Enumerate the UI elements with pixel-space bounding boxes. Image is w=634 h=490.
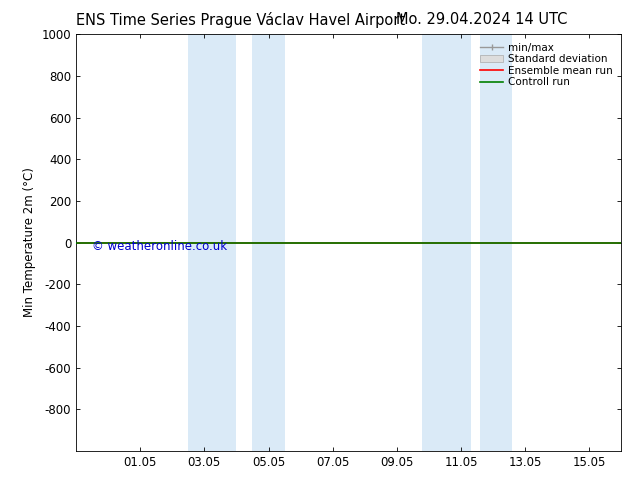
Legend: min/max, Standard deviation, Ensemble mean run, Controll run: min/max, Standard deviation, Ensemble me… <box>477 40 616 91</box>
Bar <box>252 34 285 451</box>
Y-axis label: Min Temperature 2m (°C): Min Temperature 2m (°C) <box>23 168 36 318</box>
Bar <box>188 34 236 451</box>
Bar <box>422 34 470 451</box>
Text: © weatheronline.co.uk: © weatheronline.co.uk <box>93 241 228 253</box>
Text: Mo. 29.04.2024 14 UTC: Mo. 29.04.2024 14 UTC <box>396 12 567 27</box>
Bar <box>480 34 512 451</box>
Text: ENS Time Series Prague Václav Havel Airport: ENS Time Series Prague Václav Havel Airp… <box>76 12 406 28</box>
